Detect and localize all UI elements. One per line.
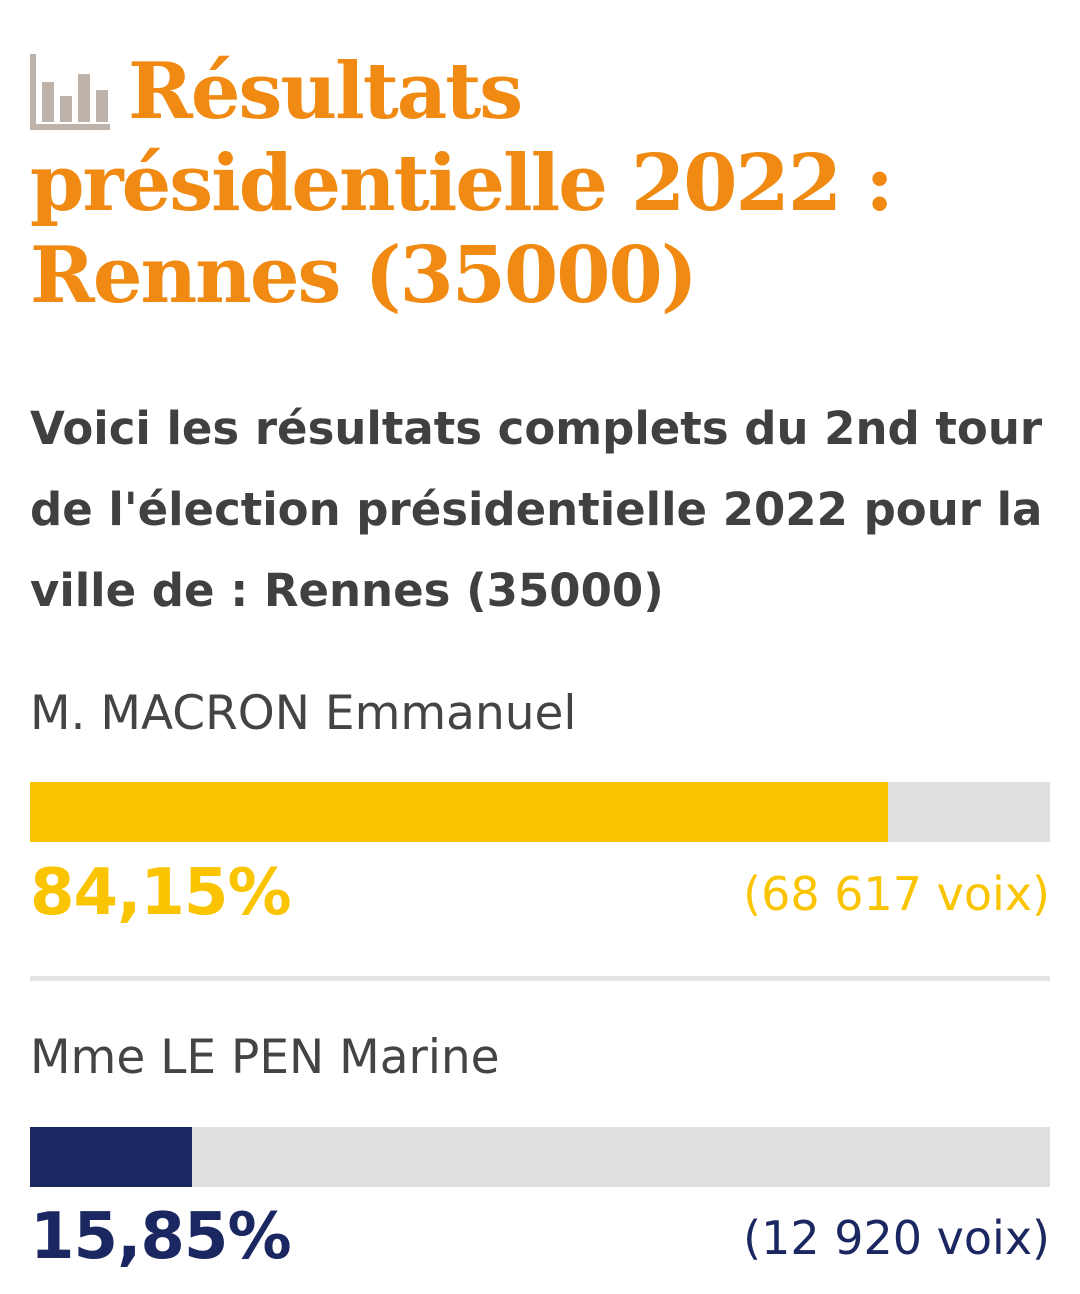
candidate-lepen: Mme LE PEN Marine 15,85% (12 920 voix) bbox=[30, 1028, 1050, 1272]
bar-chart-icon-axis-vertical bbox=[30, 54, 36, 130]
percentage-label: 15,85% bbox=[30, 1200, 292, 1274]
results-page: Résultats présidentielle 2022 : Rennes (… bbox=[30, 0, 1050, 631]
bar-chart-icon-axis-horizontal bbox=[30, 124, 110, 130]
candidate-name: Mme LE PEN Marine bbox=[30, 1030, 500, 1085]
bar-chart-icon-bar-3 bbox=[78, 74, 90, 122]
candidate-name: M. MACRON Emmanuel bbox=[30, 686, 577, 741]
title-block: Résultats présidentielle 2022 : Rennes (… bbox=[30, 46, 1050, 322]
bar-chart-icon bbox=[30, 54, 110, 130]
page-subtitle: Voici les résultats complets du 2nd tour… bbox=[30, 402, 1043, 617]
divider bbox=[30, 976, 1050, 981]
percentage-label: 84,15% bbox=[30, 856, 292, 930]
bar-chart-icon-bar-1 bbox=[42, 82, 54, 122]
votes-label: (68 617 voix) bbox=[743, 867, 1050, 921]
result-bar bbox=[30, 1127, 192, 1187]
bar-chart-icon-bar-2 bbox=[60, 96, 72, 122]
candidate-macron: M. MACRON Emmanuel 84,15% (68 617 voix) bbox=[30, 684, 1050, 928]
votes-label: (12 920 voix) bbox=[743, 1211, 1050, 1265]
bar-chart-icon-bar-4 bbox=[96, 90, 108, 122]
result-bar bbox=[30, 782, 889, 842]
bar-track bbox=[30, 1127, 1050, 1187]
bar-track bbox=[30, 782, 1050, 842]
page-title: Résultats présidentielle 2022 : Rennes (… bbox=[30, 46, 894, 321]
